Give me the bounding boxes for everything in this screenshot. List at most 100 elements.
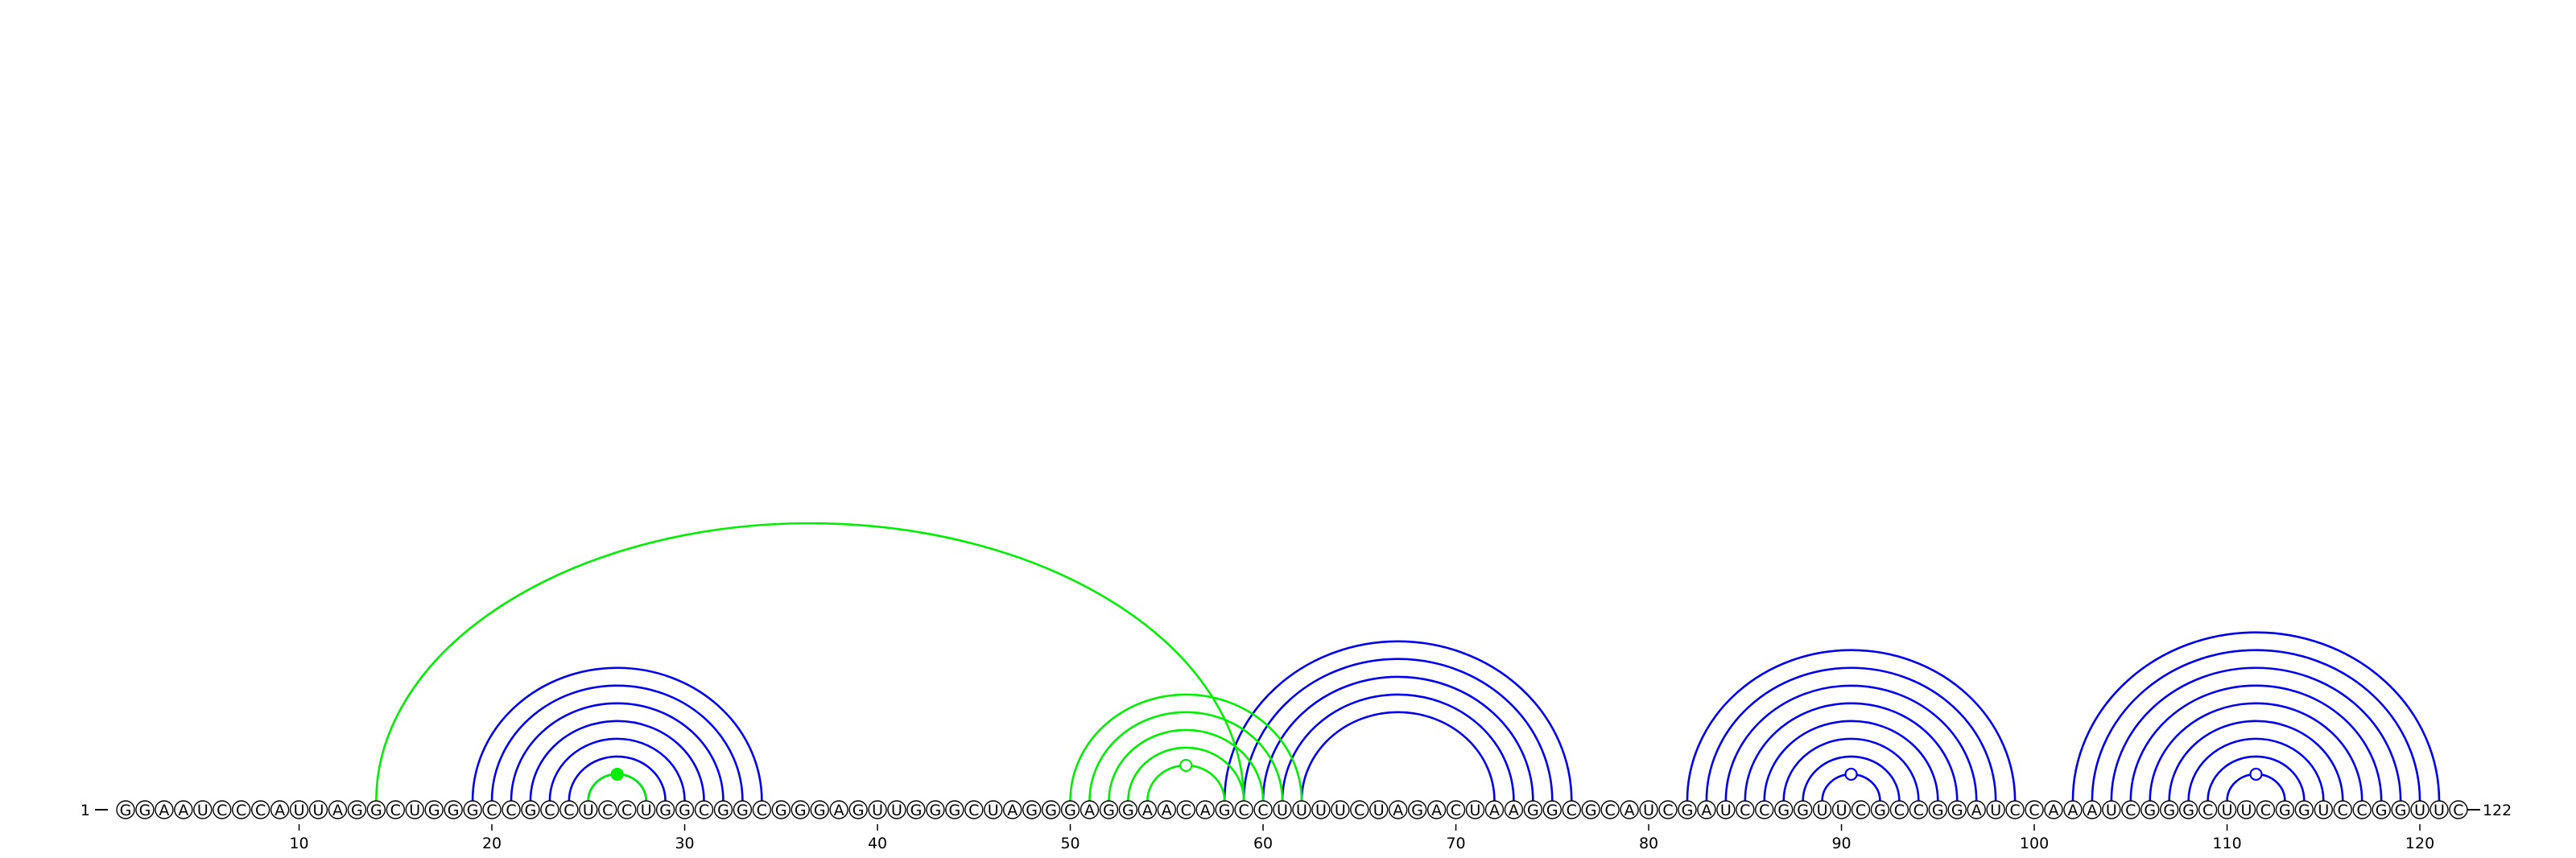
nucleotide-circle bbox=[771, 800, 791, 819]
nucleotide-circle bbox=[2025, 800, 2044, 819]
nucleotide-letter: U bbox=[1277, 802, 1288, 819]
nucleotide-90: U bbox=[1831, 800, 1852, 819]
nucleotide-46: U bbox=[984, 800, 1003, 819]
blue-arc-58-76 bbox=[1223, 640, 1573, 802]
nucleotide-circle bbox=[1793, 800, 1813, 819]
nucleotide-letter: G bbox=[370, 802, 382, 819]
nucleotide-circle bbox=[1870, 800, 1890, 819]
nucleotide-67: A bbox=[1388, 800, 1408, 819]
nucleotide-71: U bbox=[1465, 800, 1485, 819]
nucleotide-76: C bbox=[1562, 800, 1581, 819]
nucleotide-circle bbox=[463, 800, 482, 819]
nucleotide-letter: C bbox=[2357, 802, 2368, 819]
nucleotide-letter: C bbox=[699, 802, 709, 819]
tick-label-110: 110 bbox=[2212, 835, 2241, 852]
nucleotide-circle bbox=[2352, 800, 2372, 819]
nucleotide-9: A bbox=[270, 800, 290, 819]
nucleotide-circle bbox=[1542, 800, 1563, 819]
green-arc-52-60 bbox=[1108, 728, 1265, 802]
nucleotide-circle bbox=[984, 800, 1003, 819]
nucleotide-60: C bbox=[1253, 800, 1273, 819]
loop-marker-green bbox=[1179, 758, 1193, 773]
nucleotide-circle bbox=[617, 800, 637, 819]
nucleotide-61: U bbox=[1273, 800, 1292, 819]
nucleotide-113: G bbox=[2275, 800, 2295, 819]
nucleotide-circle bbox=[1137, 800, 1158, 819]
nucleotide-letter: A bbox=[275, 802, 285, 819]
nucleotide-letter: A bbox=[1489, 802, 1500, 819]
nucleotide-circle bbox=[270, 800, 290, 819]
nucleotide-letter: C bbox=[2029, 802, 2039, 819]
nucleotide-13: G bbox=[347, 800, 367, 819]
nucleotide-letter: A bbox=[1084, 802, 1095, 819]
nucleotide-circle bbox=[1812, 800, 1832, 819]
nucleotide-36: G bbox=[791, 800, 810, 819]
nucleotide-circle bbox=[1195, 800, 1215, 819]
nucleotide-letter: U bbox=[1990, 802, 2001, 819]
nucleotide-14: G bbox=[366, 800, 386, 819]
nucleotide-81: C bbox=[1658, 800, 1678, 819]
nucleotide-106: G bbox=[2140, 800, 2160, 819]
nucleotide-letter: C bbox=[1740, 802, 1750, 819]
nucleotide-letter: G bbox=[717, 802, 729, 819]
nucleotide-circle bbox=[2121, 800, 2140, 819]
nucleotide-circle bbox=[155, 800, 174, 819]
nucleotide-letter: A bbox=[1971, 802, 1982, 819]
nucleotide-circle bbox=[1388, 800, 1408, 819]
nucleotide-circle bbox=[1600, 800, 1620, 819]
nucleotide-118: G bbox=[2372, 800, 2391, 819]
nucleotide-3: A bbox=[155, 800, 174, 819]
nucleotide-116: C bbox=[2333, 800, 2352, 819]
nucleotide-circle bbox=[1041, 800, 1061, 819]
blue-arc-105-118 bbox=[2129, 684, 2383, 802]
nucleotide-letter: G bbox=[930, 802, 942, 819]
nucleotide-95: G bbox=[1928, 800, 1948, 819]
nucleotide-circle bbox=[1523, 800, 1543, 819]
nucleotide-74: G bbox=[1523, 800, 1543, 819]
nucleotide-letter: U bbox=[2414, 802, 2425, 819]
nucleotide-circle bbox=[366, 800, 386, 819]
nucleotide-letter: G bbox=[1103, 802, 1115, 819]
nucleotide-letter: C bbox=[1257, 802, 1268, 819]
nucleotide-letter: C bbox=[1759, 802, 1769, 819]
green-arc-50-62 bbox=[1069, 693, 1303, 802]
nucleotide-87: G bbox=[1773, 800, 1794, 819]
nucleotide-28: U bbox=[636, 800, 656, 819]
nucleotide-letter: C bbox=[544, 802, 555, 819]
nucleotide-99: C bbox=[2005, 800, 2025, 819]
nucleotide-letter: U bbox=[2241, 802, 2252, 819]
nucleotide-37: G bbox=[810, 800, 829, 819]
nucleotide-circle bbox=[1581, 800, 1600, 819]
nucleotide-letter: U bbox=[1720, 802, 1732, 819]
tick-label-120: 120 bbox=[2405, 835, 2434, 852]
nucleotide-circle bbox=[174, 800, 193, 819]
nucleotide-circle bbox=[829, 800, 848, 819]
nucleotide-circle bbox=[232, 800, 251, 819]
position-axis: 10 20 30 40 50 60 70 80 90 100 110 120 bbox=[289, 824, 2434, 852]
nucleotide-circle bbox=[1407, 800, 1427, 819]
nucleotide-34: C bbox=[752, 800, 772, 819]
nucleotide-letter: A bbox=[1162, 802, 1172, 819]
nucleotide-letter: G bbox=[1122, 802, 1134, 819]
nucleotide-letter: U bbox=[988, 802, 999, 819]
blue-arc-61-73 bbox=[1281, 693, 1515, 802]
nucleotide-letter: C bbox=[1567, 802, 1577, 819]
blue-arc-59-75 bbox=[1242, 658, 1554, 802]
base-pair-arcs bbox=[375, 522, 2441, 802]
nucleotide-circle bbox=[2083, 800, 2102, 819]
nucleotide-68: G bbox=[1407, 800, 1427, 819]
nucleotide-103: A bbox=[2083, 800, 2102, 819]
nucleotide-letter: A bbox=[1007, 802, 1018, 819]
nucleotide-circle bbox=[250, 800, 270, 819]
nucleotide-circle bbox=[1484, 800, 1505, 819]
nucleotide-letter: G bbox=[1546, 802, 1558, 819]
nucleotide-122: C bbox=[2449, 800, 2468, 819]
nucleotide-circle bbox=[2198, 800, 2218, 819]
nucleotide-16: U bbox=[405, 800, 424, 819]
nucleotide-circle bbox=[1311, 800, 1331, 819]
nucleotide-letter: A bbox=[2087, 802, 2097, 819]
nucleotide-letter: U bbox=[409, 802, 420, 819]
nucleotide-circle bbox=[1755, 800, 1774, 819]
nucleotide-letter: A bbox=[1509, 802, 1519, 819]
